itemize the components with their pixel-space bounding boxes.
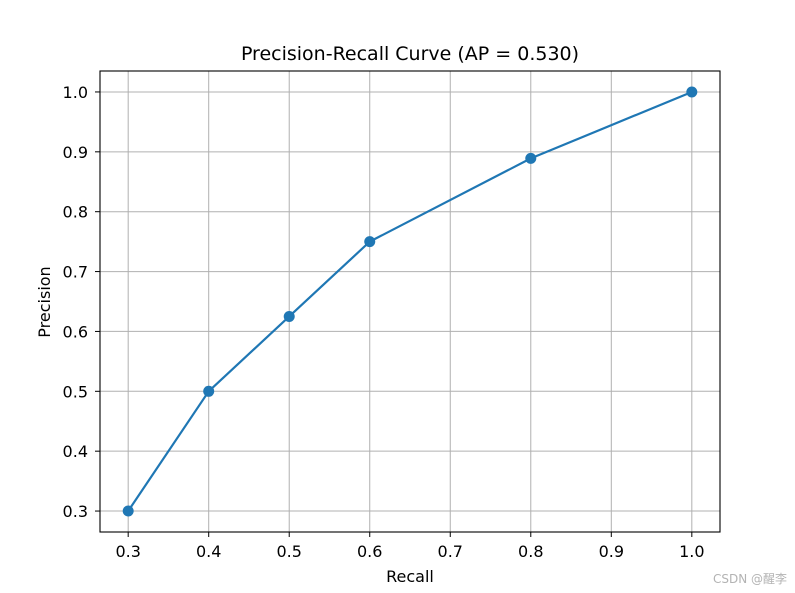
x-tick-label: 0.3 <box>115 542 140 561</box>
x-tick-label: 0.7 <box>438 542 463 561</box>
chart-title: Precision-Recall Curve (AP = 0.530) <box>241 43 579 65</box>
data-point-marker <box>525 152 537 164</box>
data-point-marker <box>283 310 295 322</box>
axis-tick-labels: 0.3 0.4 0.5 0.6 0.7 0.8 0.9 1.0 0.3 0.4 0.5 0.6 0.7 0… <box>63 83 705 561</box>
data-point-marker <box>686 86 698 98</box>
series-line <box>127 90 693 512</box>
x-axis-label: Recall <box>386 567 434 586</box>
x-tick-label: 0.4 <box>196 542 221 561</box>
data-point-marker <box>122 505 134 517</box>
axis-ticks <box>95 91 693 537</box>
y-tick-label: 0.6 <box>63 322 88 341</box>
watermark-text: CSDN @醒李 <box>713 571 787 586</box>
y-axis-label: Precision <box>35 266 54 337</box>
y-tick-label: 0.3 <box>63 502 88 521</box>
x-tick-label: 0.9 <box>599 542 624 561</box>
y-tick-label: 0.4 <box>63 442 88 461</box>
data-point-marker <box>203 385 215 397</box>
y-tick-label: 0.8 <box>63 203 88 222</box>
series-layer <box>122 86 698 517</box>
axes-frame <box>99 70 721 533</box>
x-tick-label: 1.0 <box>679 542 704 561</box>
y-tick-label: 0.7 <box>63 263 88 282</box>
y-tick-label: 0.9 <box>63 143 88 162</box>
x-tick-label: 0.8 <box>518 542 543 561</box>
x-tick-label: 0.6 <box>357 542 382 561</box>
y-tick-label: 0.5 <box>63 382 88 401</box>
y-tick-label: 1.0 <box>63 83 88 102</box>
data-point-marker <box>364 236 376 248</box>
x-tick-label: 0.5 <box>276 542 301 561</box>
